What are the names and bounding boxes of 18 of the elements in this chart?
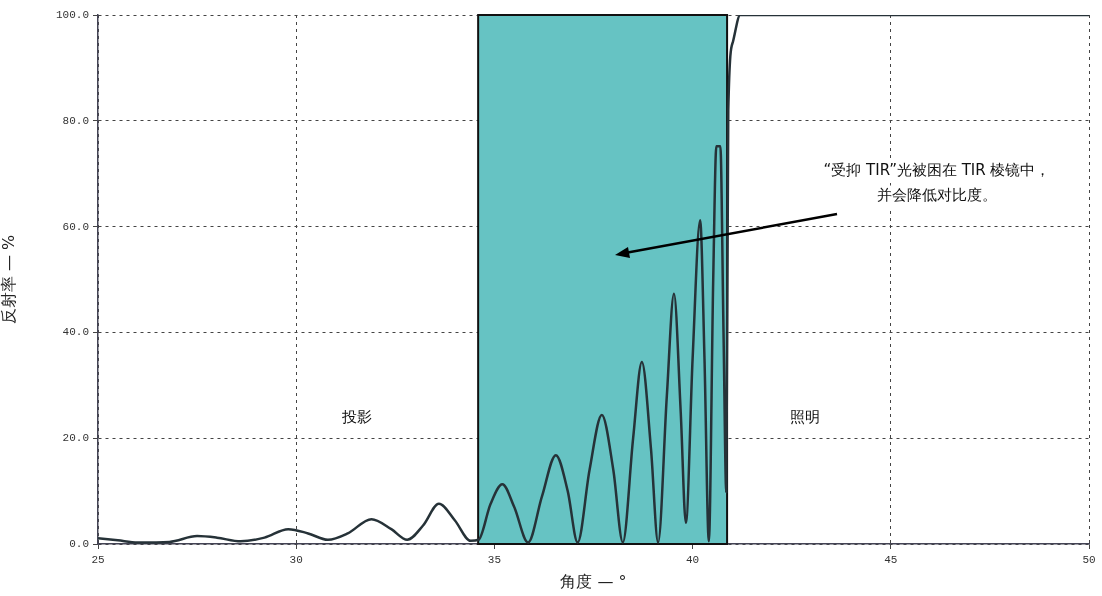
y-tick-label: 20.0 xyxy=(62,432,89,445)
annotation: 投影 xyxy=(341,407,372,426)
x-tick-label: 25 xyxy=(91,553,105,566)
x-tick-label: 30 xyxy=(289,553,303,566)
y-tick-label: 0.0 xyxy=(69,537,89,550)
annotation: 照明 xyxy=(790,407,820,426)
y-axis-title: 反射率 — % xyxy=(0,234,18,325)
y-tick-label: 100.0 xyxy=(55,8,89,21)
line-series xyxy=(98,15,1089,544)
y-tick-label: 60.0 xyxy=(62,220,89,233)
x-tick-label: 40 xyxy=(686,553,700,566)
x-tick-label: 45 xyxy=(884,553,898,566)
x-tick-label: 50 xyxy=(1082,553,1096,566)
y-tick-label: 40.0 xyxy=(62,326,89,339)
y-tick-label: 80.0 xyxy=(62,114,89,127)
x-axis-title: 角度 — ° xyxy=(560,571,627,591)
annotation: “受抑 TIR”光被困在 TIR 棱镜中，并会降低对比度。 xyxy=(823,161,1051,205)
x-tick-label: 35 xyxy=(487,553,501,566)
